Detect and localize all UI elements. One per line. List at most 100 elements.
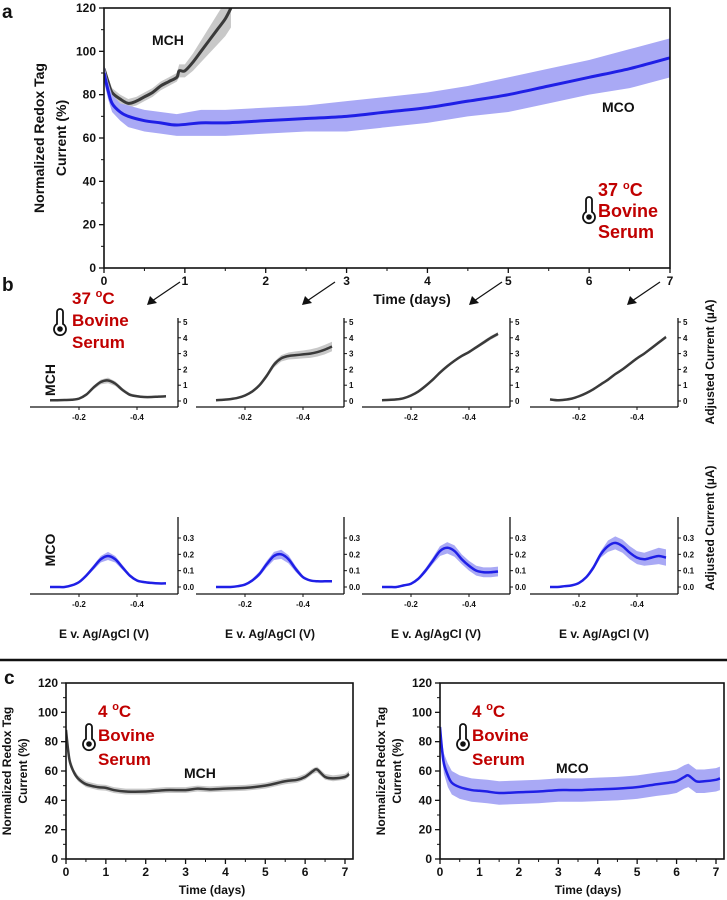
y-tick-label: 4: [349, 334, 354, 343]
series-line-mco: [382, 546, 499, 589]
y-tick-label: 0.3: [349, 534, 361, 543]
x-tick-label: 1: [182, 274, 189, 288]
y-tick-label: 0.0: [349, 583, 361, 592]
x-axis-label: E v. Ag/AgCl (V): [559, 627, 649, 641]
y-tick-label: 0: [515, 397, 520, 406]
x-axis-label: E v. Ag/AgCl (V): [59, 627, 149, 641]
x-tick-label: 0: [437, 865, 444, 879]
temperature-label: 37 oC: [598, 180, 643, 200]
x-axis-label: Time (days): [373, 291, 451, 307]
x-tick-label: 3: [182, 865, 189, 879]
series-line-mco: [549, 541, 667, 589]
x-tick-label: 6: [586, 274, 593, 288]
y-tick-label: 0: [183, 397, 188, 406]
series-line-mch: [215, 345, 333, 402]
thermometer-icon: [82, 723, 96, 752]
x-tick-label: 1: [476, 865, 483, 879]
y-axis-label-line2: Current (%): [16, 738, 30, 803]
y-tick-label: 3: [349, 350, 354, 359]
x-tick-label: -0.4: [462, 413, 476, 422]
chart-b-mco-3: [196, 517, 347, 597]
y-tick-label: 1: [515, 381, 520, 390]
series-line-mch: [66, 729, 350, 793]
arrow-line: [151, 281, 181, 302]
series-label-mch: MCH: [184, 765, 216, 781]
y-tick-label: 3: [683, 350, 688, 359]
temperature-unit: C: [630, 180, 643, 200]
degree-sup: o: [112, 701, 119, 713]
series-line-mco: [216, 552, 332, 589]
arrow-head-icon: [627, 296, 637, 305]
y-tick-label: 4: [183, 334, 188, 343]
temperature-unit: C: [493, 702, 505, 721]
temperature-value: 37: [598, 180, 623, 200]
y-tick-label: 0: [683, 397, 688, 406]
y-axis-label-line1: Normalized Redox Tag: [31, 63, 47, 213]
y-tick-label: 0.2: [683, 550, 695, 559]
medium-label-line1: Bovine: [598, 201, 658, 221]
y-tick-label: 0.2: [349, 550, 361, 559]
y-tick-label: 120: [76, 1, 96, 15]
series-line-mco: [50, 554, 167, 589]
right-y-axis-label-top: Adjusted Current (µA): [703, 300, 717, 425]
row-label-mco: MCO: [42, 534, 58, 567]
medium-label-line2: Serum: [598, 222, 654, 242]
y-tick-label: 100: [412, 705, 432, 719]
chart-b-mch-1: [30, 318, 181, 410]
chart-a: [99, 7, 671, 273]
x-tick-label: 7: [713, 865, 720, 879]
y-tick-label: 3: [183, 350, 188, 359]
y-tick-label: 40: [45, 793, 59, 807]
degree-sup: o: [96, 288, 103, 300]
y-tick-label: 0.3: [683, 534, 695, 543]
y-tick-label: 0.0: [683, 583, 695, 592]
y-tick-label: 1: [683, 381, 688, 390]
series-band-mco: [50, 551, 166, 588]
temperature-label: 37 oC: [72, 288, 115, 308]
y-tick-label: 100: [76, 44, 96, 58]
arrow-line: [631, 281, 661, 302]
chart-c-mch: [61, 682, 354, 864]
x-tick-label: -0.2: [404, 413, 418, 422]
x-tick-label: -0.2: [404, 600, 418, 609]
x-tick-label: 5: [262, 865, 269, 879]
x-tick-label: 0: [101, 274, 108, 288]
x-tick-label: -0.4: [296, 413, 310, 422]
y-tick-label: 0.2: [183, 550, 195, 559]
y-tick-label: 0: [51, 852, 58, 866]
y-tick-label: 0.3: [515, 534, 527, 543]
y-tick-label: 80: [45, 735, 59, 749]
x-tick-label: 0: [63, 865, 70, 879]
temperature-label: 4 oC: [98, 701, 131, 721]
y-tick-label: 4: [515, 334, 520, 343]
y-tick-label: 0.3: [183, 534, 195, 543]
panel-label-a: a: [2, 2, 13, 23]
temperature-value: 4: [472, 702, 486, 721]
degree-sup: o: [486, 701, 493, 713]
arrow-line: [306, 281, 336, 302]
thermometer-icon: [456, 723, 470, 752]
y-tick-label: 20: [419, 823, 433, 837]
x-tick-label: -0.2: [572, 600, 586, 609]
x-tick-label: 2: [142, 865, 149, 879]
x-tick-label: 3: [343, 274, 350, 288]
x-tick-label: 4: [594, 865, 601, 879]
chart-b-mco-7: [530, 517, 681, 597]
x-tick-label: 2: [516, 865, 523, 879]
y-tick-label: 1: [183, 381, 188, 390]
medium-label-line2: Serum: [98, 750, 151, 769]
series-line-mch: [381, 332, 499, 402]
chart-b-mco-1: [30, 517, 181, 597]
y-tick-label: 2: [183, 365, 188, 374]
x-tick-label: 3: [555, 865, 562, 879]
temperature-label: 4 oC: [472, 701, 505, 721]
y-tick-label: 80: [83, 88, 97, 102]
y-tick-label: 2: [515, 365, 520, 374]
y-tick-label: 120: [38, 676, 58, 690]
x-tick-label: -0.2: [72, 413, 86, 422]
chart-c-mco: [435, 682, 725, 864]
x-tick-label: -0.4: [130, 413, 144, 422]
y-axis-label-line2: Current (%): [53, 100, 69, 176]
series-band-mch: [382, 331, 498, 401]
